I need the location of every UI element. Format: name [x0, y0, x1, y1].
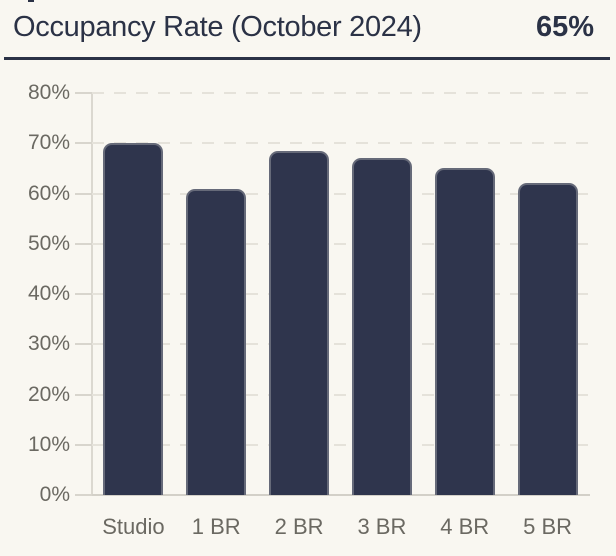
x-axis-label: 1 BR	[191, 514, 241, 539]
gridline	[92, 293, 589, 295]
bars-group	[92, 93, 589, 495]
y-tick-mark	[75, 142, 92, 145]
y-tick-mark	[75, 242, 92, 245]
bar-3-br	[351, 158, 412, 495]
bar-5-br	[517, 183, 578, 495]
y-tick-label: 0%	[39, 483, 70, 506]
gridline	[92, 142, 589, 145]
headline-value: 65%	[535, 11, 594, 43]
x-axis-baseline	[75, 494, 590, 496]
header-divider	[4, 57, 610, 60]
y-tick-mark	[75, 393, 92, 396]
y-tick-label: 40%	[27, 282, 70, 305]
y-tick-mark	[75, 192, 92, 195]
y-tick-label: 60%	[27, 181, 70, 205]
y-tick-mark	[75, 494, 92, 496]
gridline	[92, 92, 589, 94]
gridline	[92, 242, 589, 245]
y-tick-label: 10%	[27, 432, 70, 456]
y-tick-mark	[75, 293, 92, 295]
x-axis-label: 2 BR	[274, 514, 324, 539]
bar-2-br	[269, 150, 330, 495]
y-tick-mark	[75, 343, 92, 346]
x-axis-label: 5 BR	[523, 514, 573, 539]
x-axis-label: Studio	[102, 514, 165, 539]
gridline	[92, 343, 589, 346]
gridline	[92, 393, 589, 396]
gridline	[92, 192, 589, 195]
bar-4-br	[434, 168, 495, 495]
y-tick-label: 30%	[27, 332, 70, 356]
chart-title: Occupancy Rate (October 2024)	[13, 11, 422, 43]
y-tick-label: 20%	[27, 382, 70, 406]
bar-1-br	[186, 188, 247, 495]
y-tick-label: 70%	[27, 131, 70, 155]
bar-studio	[103, 143, 164, 495]
y-tick-mark	[75, 92, 92, 94]
x-axis-label: 4 BR	[440, 514, 490, 539]
y-tick-mark	[75, 443, 92, 446]
gridline	[92, 443, 589, 446]
x-axis-labels: Studio 1 BR 2 BR 3 BR 4 BR 5 BR	[92, 514, 589, 540]
y-tick-label: 80%	[27, 81, 70, 104]
y-tick-label: 50%	[27, 231, 70, 255]
screen-edge-artifact	[28, 0, 34, 2]
x-axis-label: 3 BR	[357, 514, 407, 539]
